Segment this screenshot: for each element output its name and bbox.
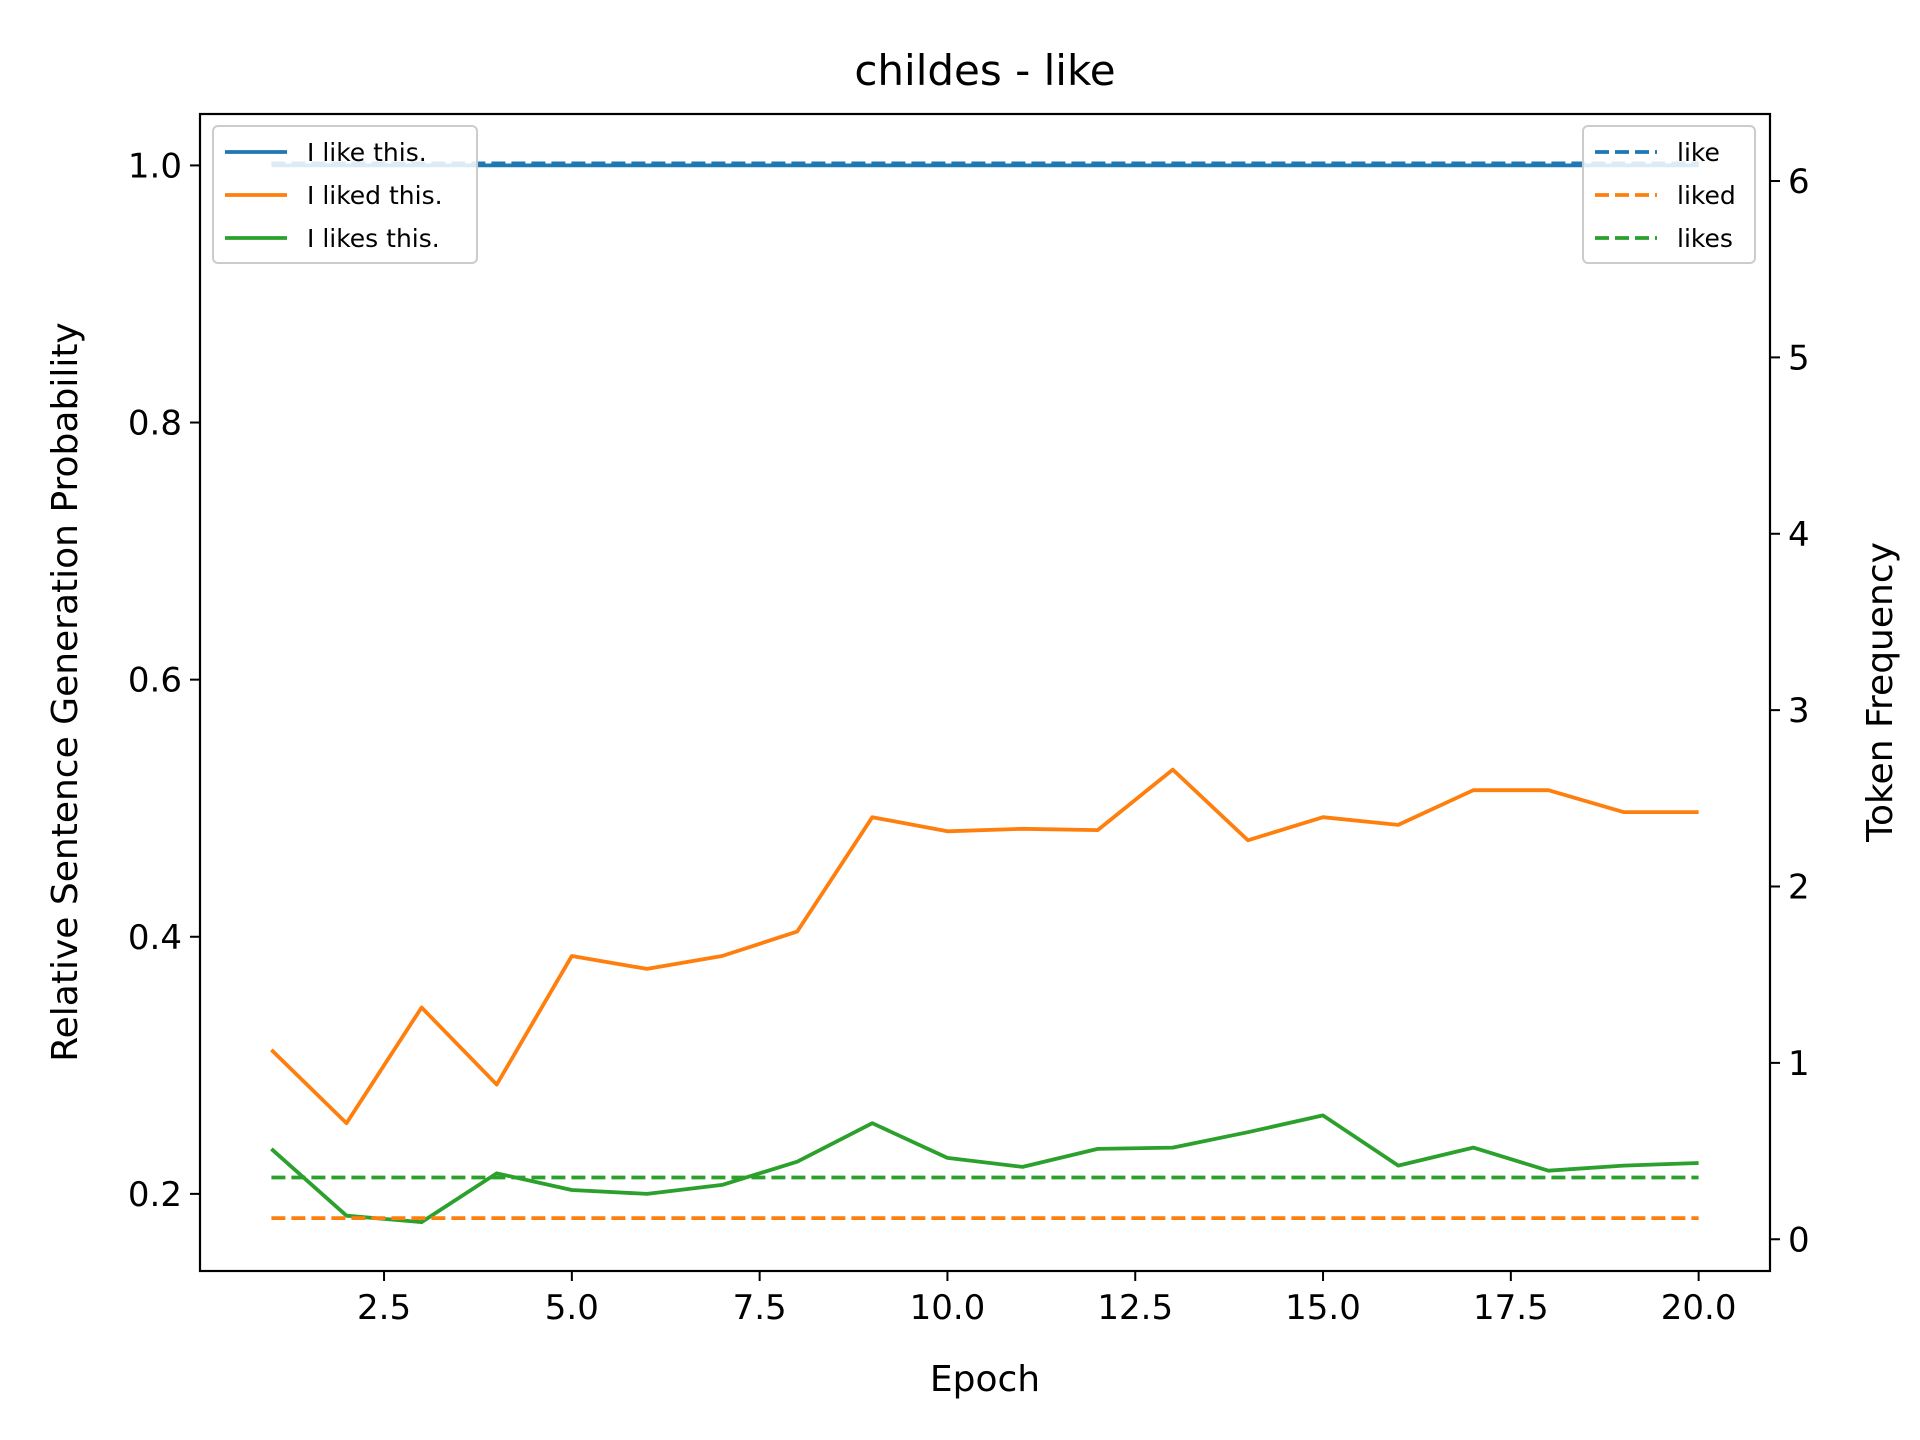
y2-tick-label: 2: [1788, 868, 1810, 908]
legend-label: I likes this.: [307, 224, 440, 253]
series-layer: [270, 161, 1699, 1224]
x-tick-label: 12.5: [1097, 1288, 1173, 1328]
y2-tick-label: 5: [1788, 338, 1810, 378]
y-tick-label: 0.2: [128, 1175, 182, 1215]
y-tick-label: 1.0: [128, 146, 182, 186]
y-tick-label: 0.4: [128, 918, 182, 958]
y2-tick-label: 0: [1788, 1220, 1810, 1260]
y-tick-label: 0.6: [128, 661, 182, 701]
x-tick-label: 17.5: [1473, 1288, 1549, 1328]
legend-box-1: [1582, 125, 1756, 264]
x-tick-label: 10.0: [910, 1288, 986, 1328]
chart-title: childes - like: [854, 46, 1115, 95]
x-tick-label: 15.0: [1285, 1288, 1361, 1328]
y-axis-label: Relative Sentence Generation Probability: [45, 322, 86, 1061]
legend-box-0: [212, 125, 478, 264]
x-tick-label: 7.5: [733, 1288, 787, 1328]
x-tick-label: 5.0: [545, 1288, 599, 1328]
legend-label: like: [1677, 138, 1720, 167]
legend-label: liked: [1677, 181, 1736, 210]
plot-frame: [198, 112, 1772, 1273]
x-tick-label: 20.0: [1661, 1288, 1737, 1328]
y2-tick-label: 4: [1788, 515, 1810, 555]
series-line-2: [270, 1113, 1699, 1224]
axes-layer: 2.5 5.0 7.5 10.0 12.5 15.0 17.5 20.0 0.2 0.4 0.6 0.…: [128, 146, 1810, 1328]
x-tick-label: 2.5: [357, 1288, 411, 1328]
legend-label: I liked this.: [307, 181, 443, 210]
series-line-1: [270, 767, 1699, 1126]
x-axis-label: Epoch: [930, 1359, 1040, 1400]
y-tick-label: 0.8: [128, 404, 182, 444]
legend-label: likes: [1677, 224, 1733, 253]
y2-axis-label: Token Frequency: [1860, 542, 1901, 843]
legend-layer: I like this. I liked this. I likes this. li…: [212, 125, 1756, 264]
legend-label: I like this.: [307, 138, 427, 167]
y2-tick-label: 3: [1788, 691, 1810, 731]
y2-tick-label: 6: [1788, 162, 1810, 202]
y2-tick-label: 1: [1788, 1044, 1810, 1084]
